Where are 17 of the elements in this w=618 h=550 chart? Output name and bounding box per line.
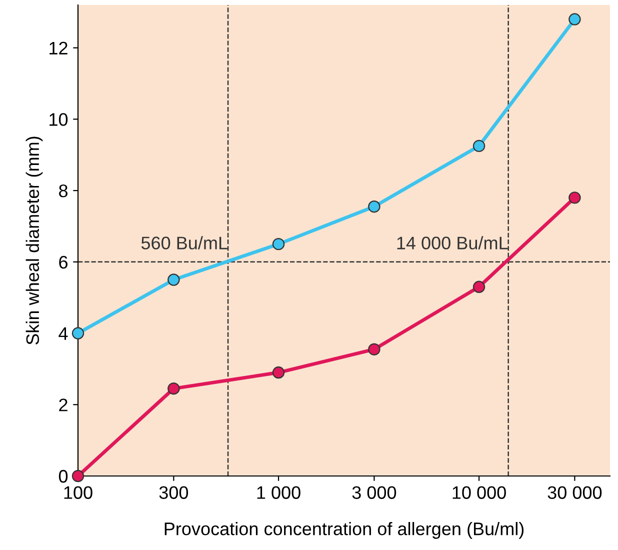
y-axis-title: Skin wheal diameter (mm): [26, 136, 43, 345]
y-tick-label: 6: [59, 256, 68, 269]
x-tick-label: 30 000: [548, 486, 602, 499]
ref-line-label: 560 Bu/mL: [141, 236, 228, 250]
x-tick-label: 10 000: [452, 486, 506, 499]
y-tick-label: 0: [58, 470, 68, 483]
y-tick-label: 2: [59, 398, 68, 412]
x-axis-title: Provocation concentration of allergen (Bu/ml): [164, 522, 524, 539]
x-tick-label: 100: [64, 486, 92, 499]
y-tick-label: 10: [50, 113, 68, 126]
x-tick-label: 3 000: [352, 486, 396, 499]
ref-line-label: 14 000 Bu/mL: [397, 236, 508, 250]
x-tick-label: 300: [159, 486, 188, 499]
y-tick-label: 8: [59, 184, 68, 198]
y-tick-label: 12: [50, 42, 68, 54]
y-tick-label: 4: [58, 327, 68, 340]
x-tick-label: 1 000: [257, 486, 300, 499]
